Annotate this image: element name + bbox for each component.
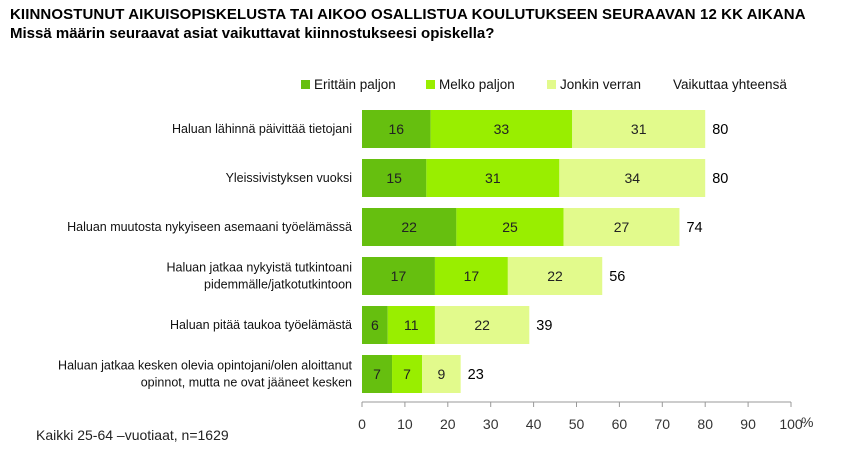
bar-5-1 (392, 355, 423, 393)
total-value-1: 80 (712, 171, 728, 187)
total-value-4: 39 (536, 318, 552, 334)
chart-subtitle: Missä määrin seuraavat asiat vaikuttavat… (10, 25, 495, 42)
x-tick-label-6: 60 (612, 416, 628, 432)
bar-value-1-2: 34 (624, 170, 640, 186)
bar-value-4-0: 6 (371, 317, 379, 333)
bar-value-2-0: 22 (401, 219, 417, 235)
bar-value-5-0: 7 (373, 366, 381, 382)
bar-value-1-0: 15 (386, 170, 402, 186)
legend-swatch-2 (547, 80, 556, 89)
total-value-5: 23 (468, 367, 484, 383)
x-tick-label-2: 20 (440, 416, 456, 432)
x-tick-label-8: 80 (697, 416, 713, 432)
bar-value-3-1: 17 (464, 268, 480, 284)
x-tick-label-7: 70 (655, 416, 671, 432)
bar-value-0-0: 16 (389, 121, 405, 137)
x-tick-label-3: 30 (483, 416, 499, 432)
bar-1-2 (559, 159, 706, 197)
bar-2-0 (362, 208, 457, 246)
category-label-5-line1: opinnot, mutta ne ovat jääneet kesken (141, 376, 352, 390)
bar-value-0-1: 33 (494, 121, 510, 137)
category-label-2: Haluan muutosta nykyiseen asemaani työel… (67, 220, 352, 234)
legend-label-0: Erittäin paljon (314, 77, 396, 92)
bar-4-1 (387, 306, 435, 344)
x-tick-label-4: 40 (526, 416, 542, 432)
bar-value-2-1: 25 (502, 219, 518, 235)
bar-5-0 (362, 355, 393, 393)
bar-value-5-1: 7 (403, 366, 411, 382)
bar-3-1 (434, 257, 508, 295)
category-label-3-line0: Haluan jatkaa nykyistä tutkintoani (166, 261, 352, 275)
chart-title: KIINNOSTUNUT AIKUISOPISKELUSTA TAI AIKOO… (10, 6, 806, 23)
total-value-3: 56 (609, 269, 625, 285)
legend-label-totals: Vaikuttaa yhteensä (673, 77, 787, 92)
bar-3-0 (362, 257, 435, 295)
legend-label-2: Jonkin verran (560, 77, 641, 92)
bar-value-4-2: 22 (474, 317, 490, 333)
bar-value-4-1: 11 (404, 317, 419, 333)
sample-note: Kaikki 25-64 –vuotiaat, n=1629 (36, 427, 229, 443)
x-tick-label-9: 90 (740, 416, 756, 432)
bar-value-3-2: 22 (547, 268, 563, 284)
category-label-0: Haluan lähinnä päivittää tietojani (172, 122, 352, 136)
bar-value-2-2: 27 (614, 219, 630, 235)
bar-1-1 (426, 159, 560, 197)
bar-3-2 (507, 257, 603, 295)
bar-1-0 (362, 159, 427, 197)
x-tick-label-0: 0 (358, 416, 366, 432)
legend-swatch-0 (301, 80, 310, 89)
legend-swatch-1 (426, 80, 435, 89)
total-value-0: 80 (712, 122, 728, 138)
bar-value-3-0: 17 (391, 268, 407, 284)
bar-4-2 (434, 306, 530, 344)
category-label-3-line1: pidemmälle/jatkotutkintoon (204, 278, 352, 292)
category-label-4: Haluan pitää taukoa työelämästä (170, 318, 352, 332)
legend-label-1: Melko paljon (439, 77, 515, 92)
bar-2-1 (456, 208, 564, 246)
category-label-5-line0: Haluan jatkaa kesken olevia opintojani/o… (58, 359, 352, 373)
bar-value-5-2: 9 (437, 366, 445, 382)
bar-4-0 (362, 306, 388, 344)
bar-5-2 (422, 355, 461, 393)
bar-value-1-1: 31 (485, 170, 501, 186)
x-axis-unit: % (801, 414, 813, 430)
bar-value-0-2: 31 (631, 121, 647, 137)
x-tick-label-1: 10 (397, 416, 413, 432)
x-tick-label-5: 50 (569, 416, 585, 432)
x-tick-label-10: 100 (779, 416, 803, 432)
bar-2-2 (563, 208, 680, 246)
bar-0-0 (362, 110, 431, 148)
total-value-2: 74 (686, 220, 702, 236)
bar-0-1 (430, 110, 573, 148)
bar-0-2 (572, 110, 706, 148)
category-label-1: Yleissivistyksen vuoksi (226, 171, 352, 185)
